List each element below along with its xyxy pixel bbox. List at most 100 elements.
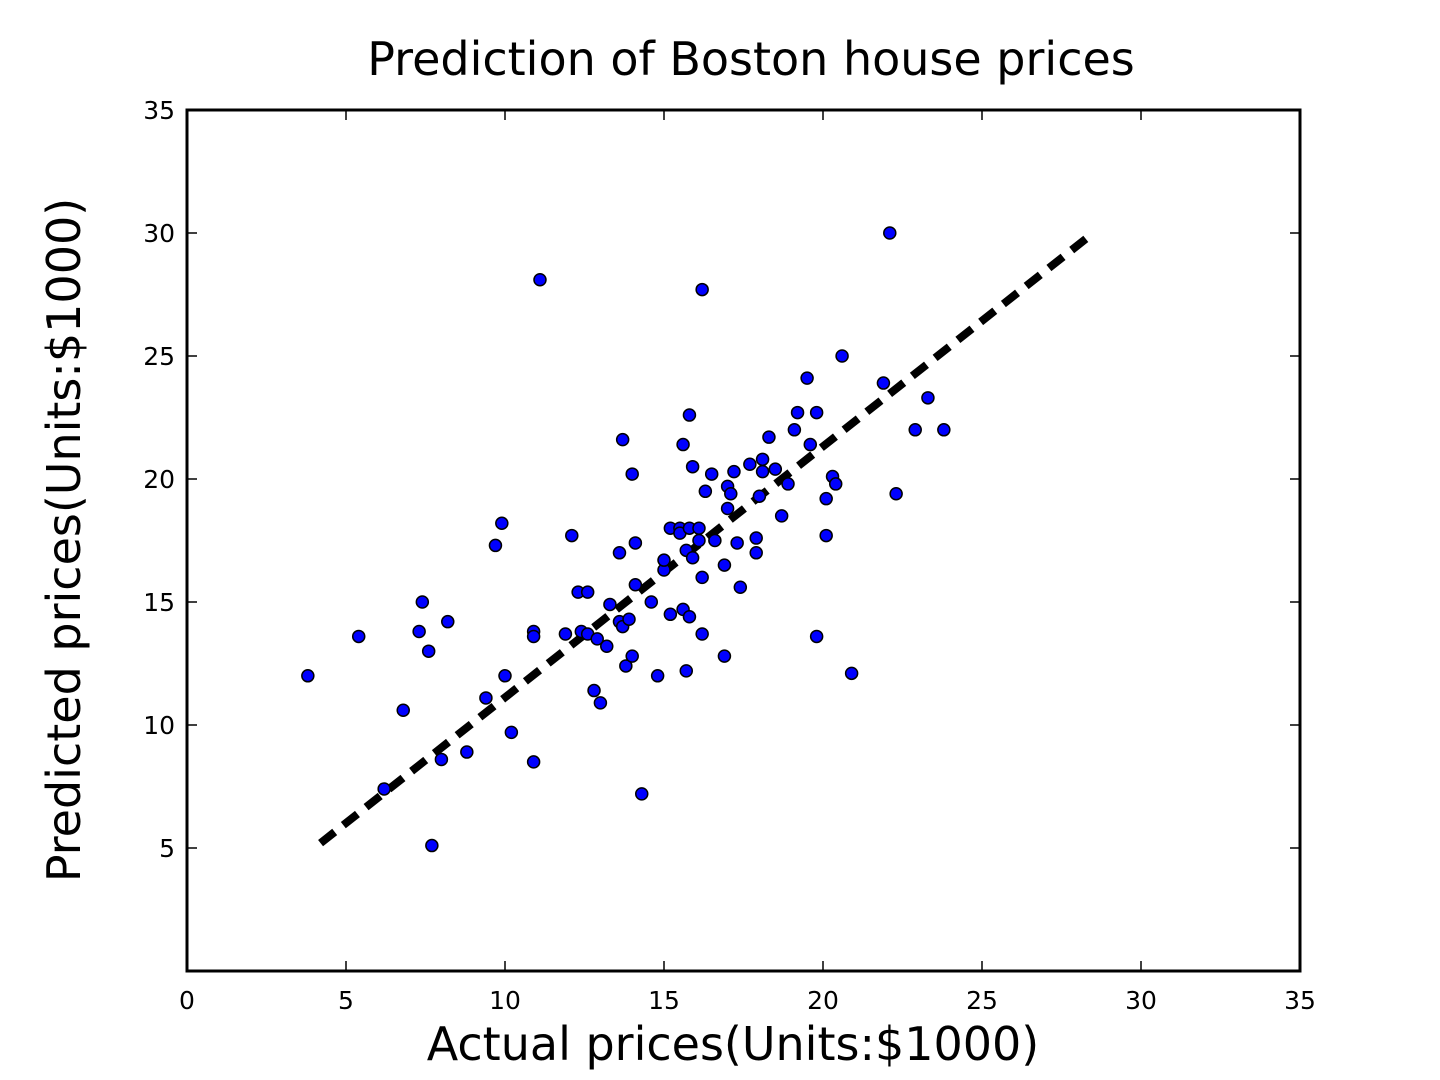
data-point [441,614,455,629]
data-point [743,457,757,471]
data-point [762,430,776,444]
x-tick-label: 30 [1125,986,1157,1015]
data-point [628,578,643,592]
data-point [755,464,770,479]
y-tick-label: 20 [143,465,175,494]
data-point [937,423,951,437]
x-tick-label: 5 [338,986,354,1015]
fit-line-group [318,229,1096,847]
data-point [727,464,741,479]
data-point [679,664,694,678]
y-axis-label: Predicted prices(Units:$1000) [37,198,91,882]
data-point [708,533,722,548]
data-point [396,703,410,717]
data-point [774,509,789,523]
x-tick-label: 10 [489,986,521,1015]
data-point [883,226,897,240]
data-point [425,838,439,853]
data-point [377,782,391,796]
data-point [526,629,541,644]
data-point [612,546,627,560]
data-point [685,459,700,474]
data-point [768,462,783,476]
data-points [301,226,951,853]
data-point [698,484,713,499]
data-point [889,487,903,501]
data-point [580,585,595,599]
y-tick-label: 25 [143,342,175,371]
data-point [695,282,709,297]
plot-area [185,108,1302,973]
data-point [412,624,426,639]
y-tick-label: 35 [143,96,175,125]
data-point [600,639,614,654]
data-point [488,538,503,553]
data-point [619,659,633,673]
data-point [676,437,690,452]
data-point [657,553,671,567]
data-point [622,612,636,626]
data-point [434,752,449,767]
data-point [625,649,639,663]
data-point [526,755,541,769]
data-point [460,745,474,759]
fit-line [318,229,1096,847]
data-point [685,550,700,565]
data-point [663,607,678,622]
data-point [908,423,922,437]
data-point [695,627,709,641]
y-tick-label: 30 [143,219,175,248]
data-point [682,610,697,624]
data-point [498,669,512,683]
data-point [634,787,649,801]
data-point [787,423,802,437]
y-tick-labels: 5 10 15 20 25 30 35 [143,96,175,863]
data-point [720,501,735,516]
data-point [565,528,579,543]
data-point [495,516,509,531]
x-tick-label: 15 [648,986,680,1015]
data-point [724,487,738,501]
data-point [421,644,436,658]
data-point [695,570,709,585]
data-point [803,437,818,452]
data-point [692,533,706,548]
data-point [755,452,770,467]
data-point [415,595,430,609]
data-point [301,669,315,683]
data-point [704,467,719,481]
data-point [533,272,547,287]
data-point [587,683,601,698]
data-point [717,558,732,572]
data-point [844,666,859,681]
data-point [628,536,643,550]
y-tick-label: 15 [143,588,175,617]
data-point [809,405,824,420]
data-point [781,477,795,491]
data-point [603,597,617,612]
data-point [749,546,763,560]
data-point [682,408,697,422]
data-point [809,629,824,644]
data-point [835,349,849,363]
data-point [615,432,630,447]
data-point [351,629,366,644]
x-tick-label: 35 [1284,986,1316,1015]
data-point [593,696,608,710]
data-point [479,691,493,705]
x-axis-label: Actual prices(Units:$1000) [427,1017,1040,1071]
data-point [921,391,935,405]
axis-ticks [187,110,1300,971]
data-point [558,627,573,641]
data-point [752,489,767,503]
data-point [625,467,639,481]
data-point [717,649,732,663]
data-point [876,376,891,390]
y-tick-label: 10 [143,711,175,740]
x-tick-label: 20 [807,986,839,1015]
data-point [644,595,659,609]
x-tick-label: 0 [179,986,195,1015]
y-tick-label: 5 [159,834,175,863]
data-point [730,536,744,550]
